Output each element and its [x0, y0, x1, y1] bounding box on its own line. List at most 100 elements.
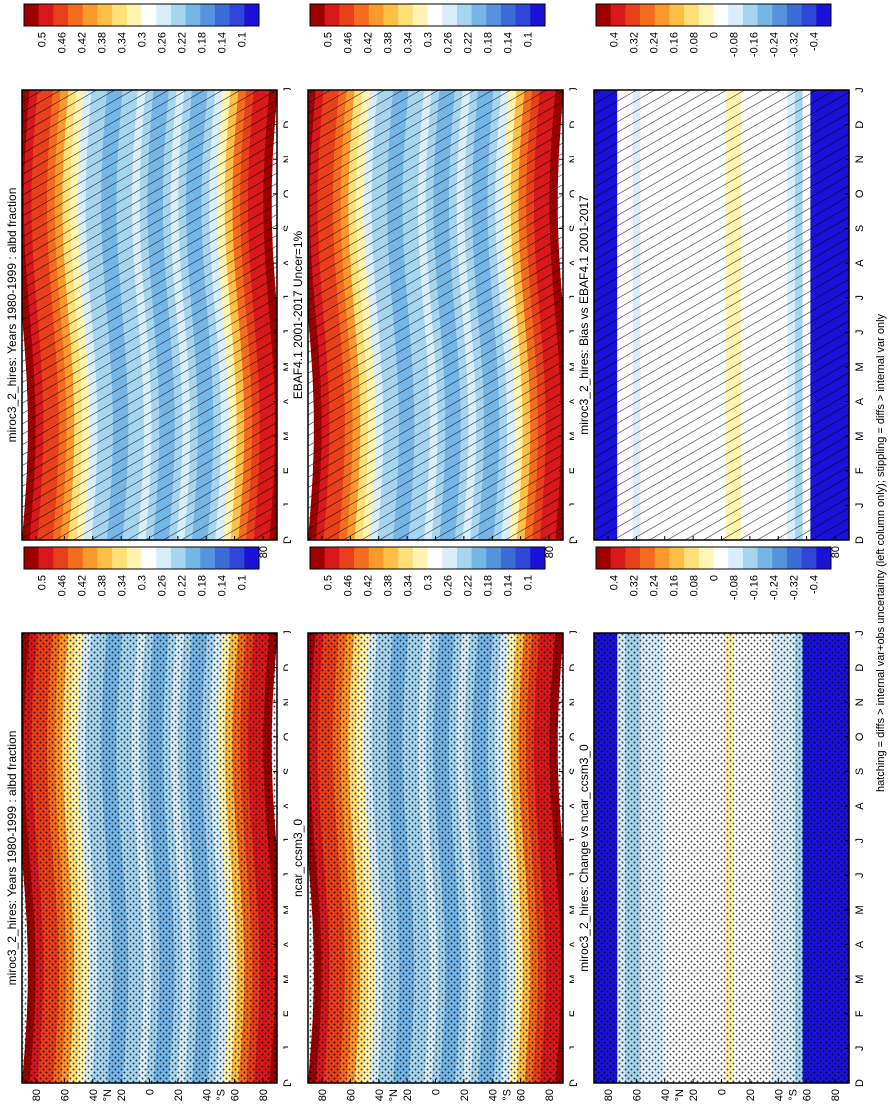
- colorbar-label: 0.08: [689, 575, 701, 596]
- colorbar-swatch: [772, 547, 788, 569]
- panel-top-left: 80604020020406080°N°SDJFMAMJJASONDJmiroc…: [2, 3, 297, 558]
- latitude-tick-label: 40: [374, 1089, 386, 1101]
- colorbar-swatch: [625, 547, 641, 569]
- colorbar-label: 0.42: [77, 575, 89, 596]
- colorbar-swatch: [383, 547, 399, 569]
- colorbar-swatch: [486, 547, 502, 569]
- colorbar-label: 0.34: [117, 32, 129, 53]
- colorbar-swatch: [68, 4, 84, 26]
- colorbar-swatch: [816, 4, 832, 26]
- month-tick-label: J: [854, 87, 866, 93]
- margin-mask: [288, 90, 308, 540]
- colorbar-swatch: [82, 4, 98, 26]
- month-tick-label: D: [854, 664, 866, 672]
- colorbar-label: -0.08: [728, 575, 740, 600]
- colorbar-frame: [309, 546, 546, 570]
- colorbar-label: 0.18: [196, 575, 208, 596]
- colorbar-swatch: [698, 547, 714, 569]
- colorbar-swatch: [141, 4, 157, 26]
- colorbar-label: 0.46: [343, 32, 355, 53]
- latitude-tick-label: 20: [745, 1089, 757, 1101]
- month-tick-label: J: [854, 630, 866, 636]
- colorbar-swatch: [427, 4, 443, 26]
- colorbar-swatch: [82, 547, 98, 569]
- colorbar-label: -0.24: [768, 32, 780, 57]
- panel-title: ncar_ccsm3_0: [291, 819, 305, 897]
- colorbar-swatch: [214, 4, 231, 26]
- latitude-tick-label: 80: [31, 1089, 43, 1101]
- colorbar-label: 0.22: [462, 32, 474, 53]
- colorbar-swatch: [398, 547, 414, 569]
- colorbar-label: 0.14: [216, 32, 228, 53]
- latitude-tick-label: 0: [717, 1089, 729, 1095]
- colorbar-label: 0.34: [117, 575, 129, 596]
- colorbar-label: 0.32: [629, 575, 641, 596]
- colorbar-swatch: [368, 547, 384, 569]
- latitude-tick-label: 80: [258, 546, 270, 558]
- month-tick-label: M: [854, 432, 866, 441]
- month-tick-label: J: [854, 1046, 866, 1052]
- colorbar-label: -0.4: [808, 32, 820, 51]
- latitude-tick-label: 40: [773, 1089, 785, 1101]
- colorbar-label: 0.5: [323, 32, 335, 47]
- colorbar-swatch: [97, 547, 113, 569]
- panel-bottom-left: 80604020020406080°N°SDJFMAMJJASONDJmiroc…: [574, 3, 869, 558]
- latitude-tick-label: 20: [459, 1089, 471, 1101]
- colorbar: 0.5 0.46 0.42 0.38 0.34 0.3 0.26 0.22 0.18 0.14 0.…: [23, 3, 260, 53]
- colorbar-swatch: [38, 547, 54, 569]
- latitude-tick-label: 60: [345, 1089, 357, 1101]
- colorbar-swatch: [669, 4, 685, 26]
- latitude-tick-label: 40: [660, 1089, 672, 1101]
- colorbar-label: 0.1: [236, 32, 248, 47]
- colorbar-label: -0.24: [768, 575, 780, 600]
- colorbar-frame: [595, 546, 832, 570]
- colorbar-swatch: [654, 4, 670, 26]
- colorbar-swatch: [156, 4, 172, 26]
- month-tick-label: J: [854, 873, 866, 879]
- colorbar-swatch: [339, 547, 355, 569]
- colorbar-swatch: [339, 4, 355, 26]
- colorbar-label: 0.3: [423, 575, 435, 590]
- panel-middle-left: 80604020020406080°N°SDJFMAMJJASONDJEBAF4…: [288, 3, 583, 558]
- colorbar-swatch: [625, 4, 641, 26]
- colorbar-label: 0.22: [176, 32, 188, 53]
- colorbar-swatch: [200, 4, 216, 26]
- colorbar-label: 0.34: [403, 575, 415, 596]
- colorbar-swatch: [112, 547, 128, 569]
- margin-mask: [2, 90, 22, 540]
- margin-mask: [574, 90, 594, 540]
- panel-title: EBAF4.1 2001-2017 Uncer=1%: [291, 230, 305, 399]
- colorbar-label: 0.24: [649, 575, 661, 596]
- colorbar-frame: [309, 3, 546, 27]
- colorbar: 0.4 0.32 0.24 0.16 0.08 0 -0.08 -0.16 -0.24 -0.32…: [595, 3, 832, 57]
- colorbar-swatch: [229, 547, 245, 569]
- colorbar-swatch: [500, 547, 517, 569]
- colorbar-label: -0.32: [788, 32, 800, 57]
- south-label: °S: [501, 1089, 513, 1101]
- colorbar-swatch: [214, 547, 231, 569]
- stippling-overlay: [594, 633, 849, 1083]
- colorbar-label: 0.38: [383, 32, 395, 53]
- colorbar-swatch: [229, 4, 245, 26]
- latitude-tick-label: 80: [830, 546, 842, 558]
- month-tick-label: D: [854, 121, 866, 129]
- colorbar-swatch: [354, 4, 370, 26]
- panel-bottom-right: 80 60 40 20 0 20 40 60 80 °N °S D J F M A M J J A S O N D Jmiroc…: [574, 546, 869, 1101]
- colorbar: 0.5 0.46 0.42 0.38 0.34 0.3 0.26 0.22 0.18 0.14 0.…: [23, 546, 260, 596]
- colorbar-label: -0.16: [748, 575, 760, 600]
- month-tick-label: A: [854, 802, 866, 810]
- month-tick-label: A: [854, 397, 866, 405]
- colorbar-label: 0.5: [323, 575, 335, 590]
- colorbar-swatch: [354, 547, 370, 569]
- colorbar-label: 0.3: [137, 575, 149, 590]
- colorbar-label: 0.3: [137, 32, 149, 47]
- colorbar-label: 0.1: [522, 575, 534, 590]
- latitude-tick-label: 80: [317, 1089, 329, 1101]
- colorbar-swatch: [383, 4, 399, 26]
- latitude-tick-label: 20: [116, 1089, 128, 1101]
- colorbar-swatch: [500, 4, 517, 26]
- colorbar-swatch: [97, 4, 113, 26]
- month-tick-label: J: [854, 503, 866, 509]
- latitude-tick-label: 60: [516, 1089, 528, 1101]
- south-label: °S: [215, 1089, 227, 1101]
